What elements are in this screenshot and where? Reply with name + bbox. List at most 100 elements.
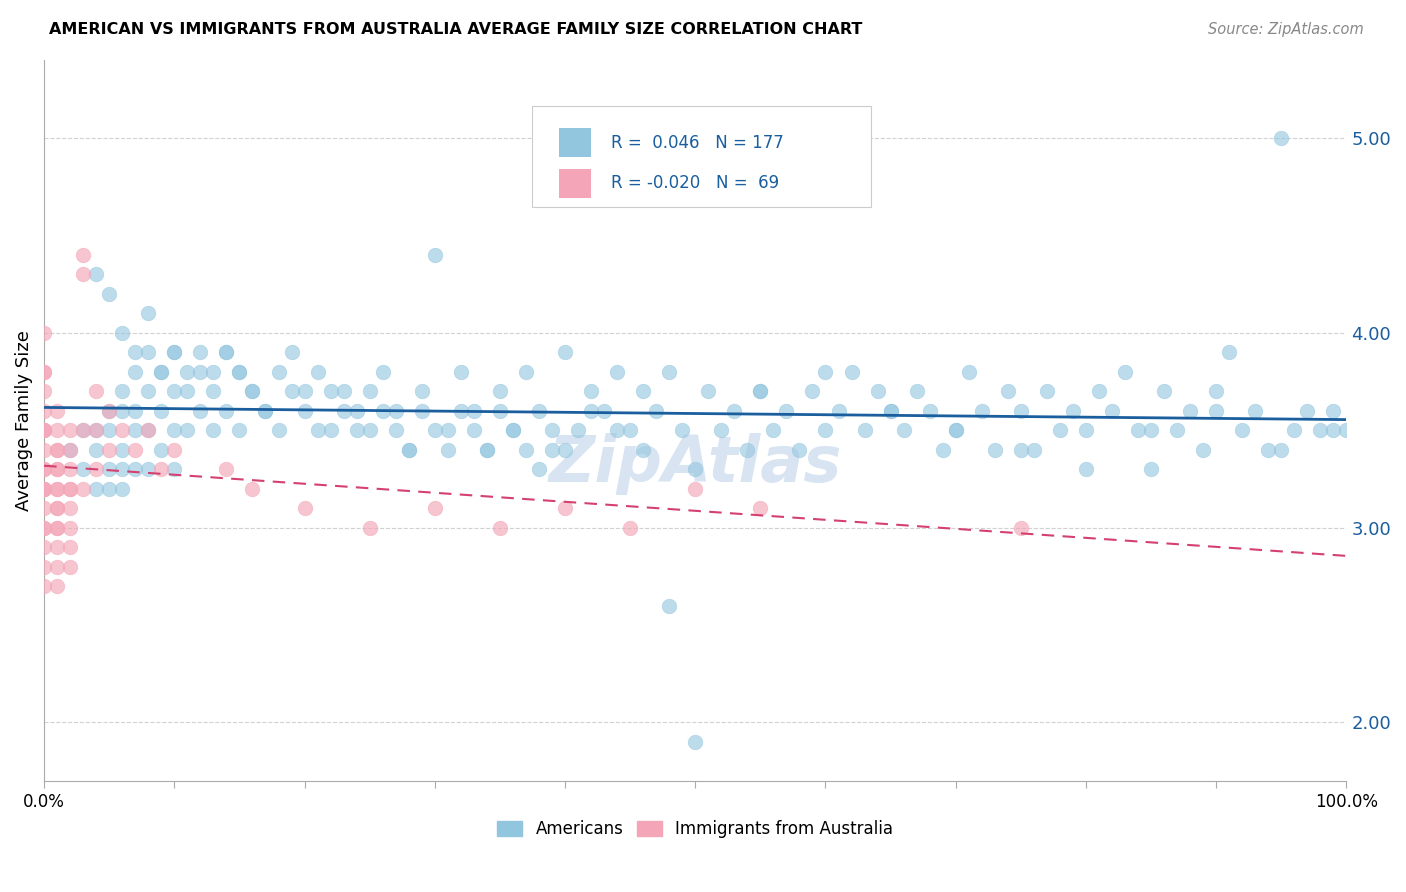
- Point: [489, 384, 512, 398]
- Point: [945, 423, 967, 437]
- Point: [346, 403, 368, 417]
- Point: [1140, 462, 1163, 476]
- Point: [606, 365, 628, 379]
- Point: [111, 462, 134, 476]
- Point: [437, 442, 460, 457]
- Point: [541, 442, 564, 457]
- Point: [631, 384, 654, 398]
- Point: [124, 365, 146, 379]
- Point: [984, 442, 1007, 457]
- Point: [319, 423, 342, 437]
- Point: [98, 462, 121, 476]
- FancyBboxPatch shape: [533, 106, 872, 208]
- Point: [32, 579, 55, 593]
- Point: [1049, 423, 1071, 437]
- Point: [1270, 442, 1292, 457]
- Point: [111, 482, 134, 496]
- Point: [359, 520, 381, 534]
- Point: [359, 384, 381, 398]
- Point: [32, 520, 55, 534]
- Point: [1114, 365, 1136, 379]
- Point: [32, 442, 55, 457]
- Point: [489, 403, 512, 417]
- Point: [1153, 384, 1175, 398]
- Point: [46, 540, 69, 554]
- Point: [1192, 442, 1215, 457]
- Point: [1284, 423, 1306, 437]
- Point: [658, 599, 681, 613]
- Point: [59, 482, 82, 496]
- Point: [1101, 403, 1123, 417]
- Point: [46, 462, 69, 476]
- Point: [527, 403, 550, 417]
- Point: [1205, 403, 1227, 417]
- Point: [997, 384, 1019, 398]
- Point: [215, 403, 238, 417]
- Point: [72, 247, 94, 261]
- Point: [32, 540, 55, 554]
- Point: [32, 326, 55, 340]
- Point: [163, 423, 186, 437]
- Point: [46, 579, 69, 593]
- Point: [163, 345, 186, 359]
- Point: [527, 462, 550, 476]
- Point: [59, 442, 82, 457]
- Point: [866, 384, 889, 398]
- Point: [72, 423, 94, 437]
- Point: [242, 384, 264, 398]
- Point: [423, 501, 446, 516]
- Point: [671, 423, 693, 437]
- Point: [202, 423, 225, 437]
- Point: [32, 520, 55, 534]
- Point: [683, 735, 706, 749]
- Point: [762, 423, 785, 437]
- Point: [32, 462, 55, 476]
- Point: [46, 462, 69, 476]
- Point: [98, 442, 121, 457]
- Point: [254, 403, 277, 417]
- Point: [46, 501, 69, 516]
- Point: [46, 482, 69, 496]
- Point: [879, 403, 901, 417]
- Point: [1309, 423, 1331, 437]
- Point: [294, 501, 316, 516]
- Point: [111, 384, 134, 398]
- Point: [59, 520, 82, 534]
- Point: [280, 345, 302, 359]
- Point: [1074, 423, 1097, 437]
- Point: [384, 403, 406, 417]
- Point: [1336, 423, 1358, 437]
- Point: [46, 442, 69, 457]
- Point: [72, 462, 94, 476]
- Point: [136, 384, 159, 398]
- Point: [150, 365, 173, 379]
- Point: [801, 384, 824, 398]
- Point: [918, 403, 941, 417]
- Point: [98, 482, 121, 496]
- Point: [1088, 384, 1111, 398]
- Point: [267, 423, 290, 437]
- Point: [46, 442, 69, 457]
- Point: [554, 501, 576, 516]
- Y-axis label: Average Family Size: Average Family Size: [15, 330, 32, 511]
- Point: [124, 423, 146, 437]
- Point: [319, 384, 342, 398]
- Point: [463, 423, 485, 437]
- Point: [228, 423, 250, 437]
- Point: [398, 442, 420, 457]
- Point: [1232, 423, 1254, 437]
- Point: [72, 267, 94, 281]
- Point: [124, 462, 146, 476]
- Point: [957, 365, 980, 379]
- Point: [1126, 423, 1149, 437]
- Point: [307, 365, 329, 379]
- Point: [111, 326, 134, 340]
- Point: [1062, 403, 1084, 417]
- Point: [202, 384, 225, 398]
- Point: [280, 384, 302, 398]
- Point: [1205, 384, 1227, 398]
- Point: [593, 403, 616, 417]
- Point: [515, 365, 537, 379]
- Point: [98, 286, 121, 301]
- Point: [111, 423, 134, 437]
